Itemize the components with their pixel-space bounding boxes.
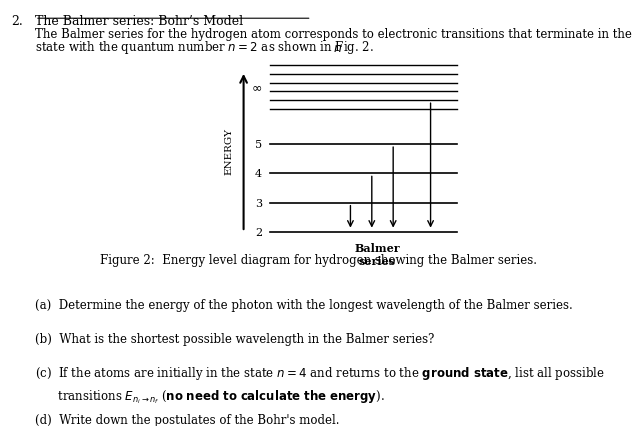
Text: Figure 2:  Energy level diagram for hydrogen showing the Balmer series.: Figure 2: Energy level diagram for hydro… bbox=[99, 253, 537, 266]
Text: (c)  If the atoms are initially in the state $n = 4$ and returns to the $\mathbf: (c) If the atoms are initially in the st… bbox=[35, 364, 605, 381]
Text: 2.: 2. bbox=[11, 15, 23, 28]
Text: (d)  Write down the postulates of the Bohr's model.: (d) Write down the postulates of the Boh… bbox=[35, 413, 340, 426]
Text: 4: 4 bbox=[255, 169, 262, 179]
Text: ENERGY: ENERGY bbox=[225, 127, 233, 174]
Text: transitions $E_{n_i \rightarrow n_f}$ ($\mathbf{no\ need\ to\ calculate\ the\ en: transitions $E_{n_i \rightarrow n_f}$ ($… bbox=[35, 388, 385, 405]
Text: $\infty$: $\infty$ bbox=[251, 81, 262, 95]
Text: $n$: $n$ bbox=[333, 42, 342, 55]
Text: The Balmer series for the hydrogen atom corresponds to electronic transitions th: The Balmer series for the hydrogen atom … bbox=[35, 28, 632, 40]
Text: The Balmer series: Bohr’s Model: The Balmer series: Bohr’s Model bbox=[35, 15, 243, 28]
Text: (a)  Determine the energy of the photon with the longest wavelength of the Balme: (a) Determine the energy of the photon w… bbox=[35, 298, 573, 311]
Text: 2: 2 bbox=[255, 227, 262, 237]
Text: (b)  What is the shortest possible wavelength in the Balmer series?: (b) What is the shortest possible wavele… bbox=[35, 332, 434, 345]
Text: state with the quantum number $n = 2$ as shown in Fig. 2.: state with the quantum number $n = 2$ as… bbox=[35, 39, 374, 56]
Text: 5: 5 bbox=[255, 140, 262, 150]
Text: Balmer
series: Balmer series bbox=[354, 243, 400, 266]
Text: 3: 3 bbox=[255, 198, 262, 208]
